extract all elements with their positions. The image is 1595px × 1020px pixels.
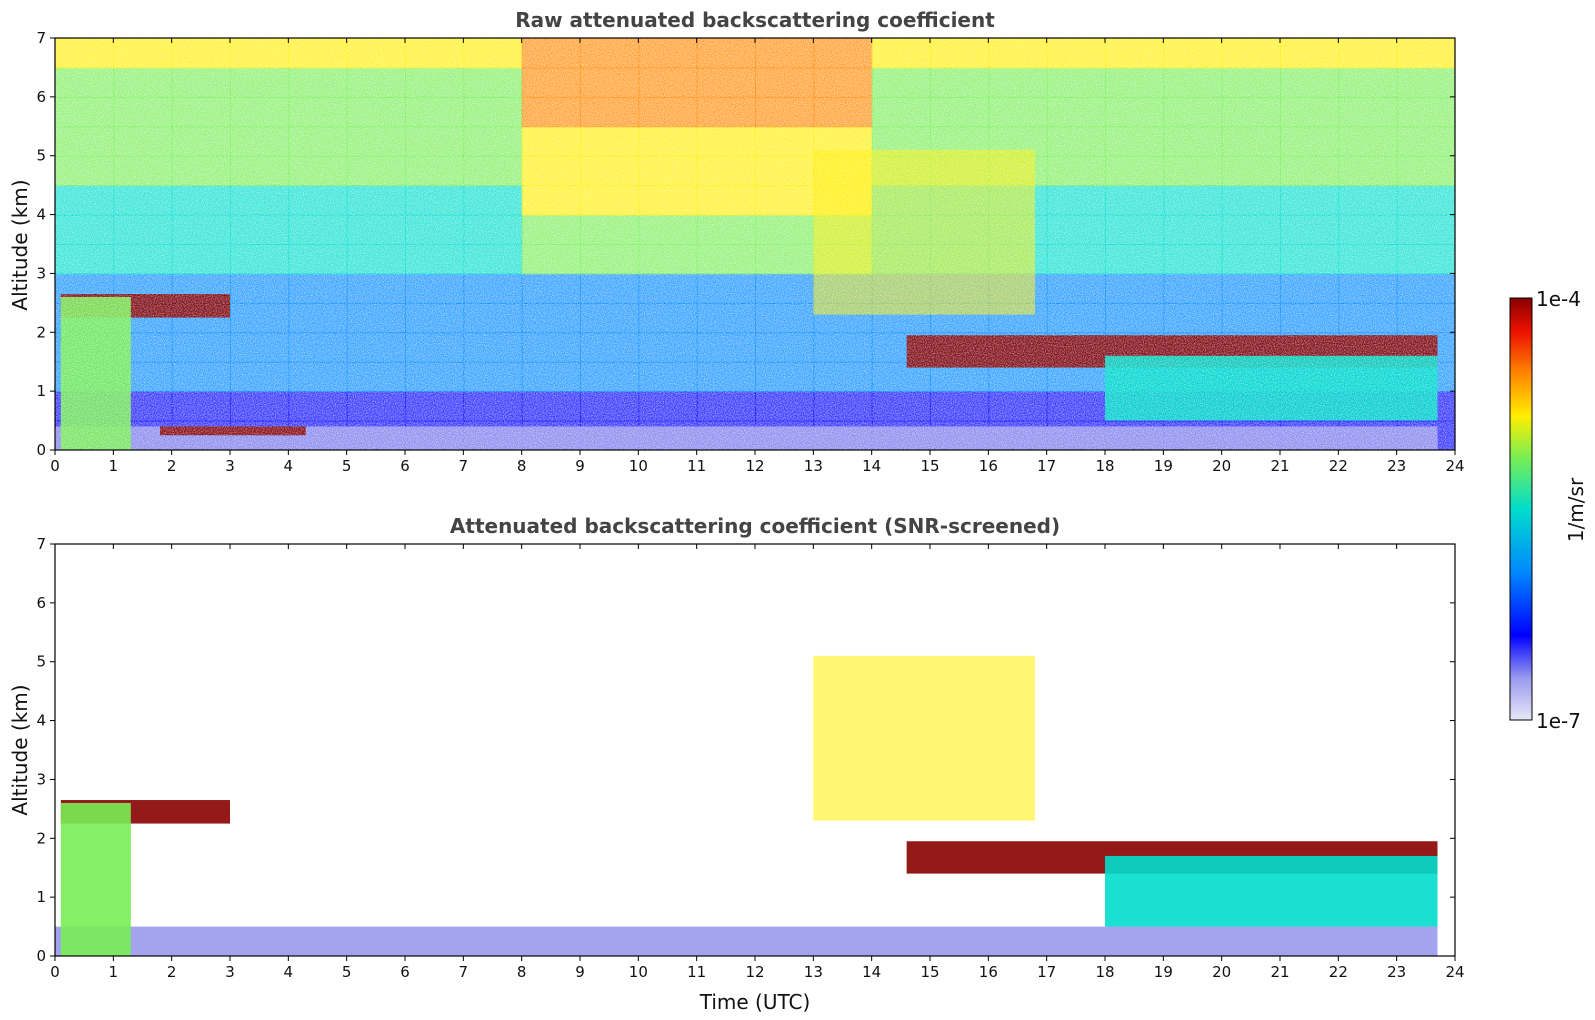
speckle-noise bbox=[55, 38, 1455, 450]
y-tick-label: 4 bbox=[36, 712, 46, 730]
y-tick-label: 5 bbox=[36, 147, 46, 165]
x-tick-label: 3 bbox=[225, 963, 235, 981]
x-tick-label: 13 bbox=[804, 963, 823, 981]
precipitation bbox=[1105, 855, 1438, 927]
y-tick-label: 1 bbox=[36, 382, 46, 400]
x-tick-label: 3 bbox=[225, 457, 235, 475]
x-tick-label: 19 bbox=[1154, 963, 1173, 981]
y-axis: 0 1 2 3 4 5 6 7 bbox=[36, 535, 1455, 965]
x-tick-label: 15 bbox=[920, 963, 939, 981]
y-tick-label: 2 bbox=[36, 323, 46, 341]
y-tick-label: 5 bbox=[36, 653, 46, 671]
x-tick-label: 23 bbox=[1387, 457, 1406, 475]
x-tick-label: 2 bbox=[167, 963, 177, 981]
x-tick-label: 7 bbox=[459, 963, 469, 981]
colorbar-min-label: 1e-7 bbox=[1536, 709, 1581, 733]
y-axis-label: Altitude (km) bbox=[8, 179, 32, 310]
x-tick-label: 6 bbox=[400, 963, 410, 981]
x-axis: 0 1 2 3 4 5 6 7 8 9 10 11 12 13 14 15 16 17 18 19 20 21 22 23 24 bbox=[50, 544, 1465, 981]
chart-title: Attenuated backscattering coefficient (S… bbox=[450, 514, 1060, 538]
x-tick-label: 6 bbox=[400, 457, 410, 475]
x-tick-label: 22 bbox=[1329, 457, 1348, 475]
snr-screened-panel: Attenuated backscattering coefficient (S… bbox=[8, 514, 1465, 1014]
x-tick-label: 10 bbox=[629, 963, 648, 981]
x-tick-label: 1 bbox=[109, 457, 119, 475]
x-tick-label: 24 bbox=[1445, 963, 1464, 981]
x-tick-label: 20 bbox=[1212, 963, 1231, 981]
heatmap-features bbox=[55, 655, 1438, 956]
heatmap-area bbox=[55, 544, 1455, 956]
y-tick-label: 6 bbox=[36, 88, 46, 106]
x-tick-label: 4 bbox=[284, 457, 294, 475]
x-tick-label: 8 bbox=[517, 457, 527, 475]
y-tick-label: 4 bbox=[36, 206, 46, 224]
chart-title: Raw attenuated backscattering coefficien… bbox=[515, 8, 995, 32]
x-tick-label: 2 bbox=[167, 457, 177, 475]
x-tick-label: 14 bbox=[862, 963, 881, 981]
y-tick-label: 0 bbox=[36, 441, 46, 459]
y-tick-label: 3 bbox=[36, 770, 46, 788]
x-tick-label: 8 bbox=[517, 963, 527, 981]
x-tick-label: 21 bbox=[1270, 457, 1289, 475]
x-tick-label: 16 bbox=[979, 963, 998, 981]
y-axis-label: Altitude (km) bbox=[8, 684, 32, 815]
y-tick-label: 1 bbox=[36, 888, 46, 906]
x-tick-label: 12 bbox=[745, 457, 764, 475]
colorbar-unit-label: 1/m/sr bbox=[1564, 477, 1588, 542]
x-axis: 0 1 2 3 4 5 6 7 8 9 10 11 12 13 14 15 16 17 18 19 20 21 22 23 24 bbox=[50, 38, 1465, 475]
x-axis-label: Time (UTC) bbox=[699, 990, 811, 1014]
virga bbox=[813, 655, 1035, 821]
x-tick-label: 16 bbox=[979, 457, 998, 475]
x-tick-label: 18 bbox=[1095, 963, 1114, 981]
colorbar: 1e-4 1e-7 1/m/sr bbox=[1509, 287, 1588, 733]
x-tick-label: 5 bbox=[342, 457, 352, 475]
y-axis: 0 1 2 3 4 5 6 7 bbox=[36, 29, 1455, 459]
x-tick-label: 4 bbox=[284, 963, 294, 981]
x-tick-label: 11 bbox=[687, 963, 706, 981]
x-tick-label: 11 bbox=[687, 457, 706, 475]
x-tick-label: 14 bbox=[862, 457, 881, 475]
y-tick-label: 3 bbox=[36, 264, 46, 282]
y-tick-label: 0 bbox=[36, 947, 46, 965]
x-tick-label: 1 bbox=[109, 963, 119, 981]
colorbar-gradient bbox=[1509, 297, 1533, 721]
x-tick-label: 23 bbox=[1387, 963, 1406, 981]
x-tick-label: 13 bbox=[804, 457, 823, 475]
y-tick-label: 2 bbox=[36, 829, 46, 847]
x-tick-label: 9 bbox=[575, 963, 585, 981]
x-tick-label: 0 bbox=[50, 963, 60, 981]
y-tick-label: 6 bbox=[36, 594, 46, 612]
x-tick-label: 17 bbox=[1037, 963, 1056, 981]
x-tick-label: 22 bbox=[1329, 963, 1348, 981]
x-tick-label: 10 bbox=[629, 457, 648, 475]
precipitation bbox=[60, 802, 131, 956]
x-tick-label: 0 bbox=[50, 457, 60, 475]
x-tick-label: 5 bbox=[342, 963, 352, 981]
y-tick-label: 7 bbox=[36, 29, 46, 47]
x-tick-label: 12 bbox=[745, 963, 764, 981]
heatmap-area bbox=[55, 38, 1455, 450]
boundary-layer bbox=[55, 926, 1438, 956]
colorbar-max-label: 1e-4 bbox=[1536, 287, 1581, 311]
x-tick-label: 17 bbox=[1037, 457, 1056, 475]
raw-backscatter-panel: Raw attenuated backscattering coefficien… bbox=[8, 8, 1465, 475]
x-tick-label: 7 bbox=[459, 457, 469, 475]
x-tick-label: 24 bbox=[1445, 457, 1464, 475]
x-tick-label: 9 bbox=[575, 457, 585, 475]
y-tick-label: 7 bbox=[36, 535, 46, 553]
x-tick-label: 15 bbox=[920, 457, 939, 475]
x-tick-label: 18 bbox=[1095, 457, 1114, 475]
x-tick-label: 21 bbox=[1270, 963, 1289, 981]
x-tick-label: 20 bbox=[1212, 457, 1231, 475]
x-tick-label: 19 bbox=[1154, 457, 1173, 475]
